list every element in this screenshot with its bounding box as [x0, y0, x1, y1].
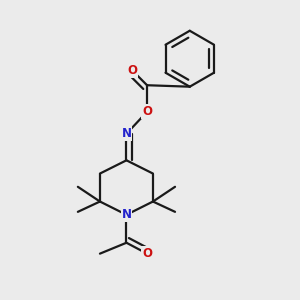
Text: O: O — [127, 64, 137, 77]
Text: N: N — [122, 127, 131, 140]
Text: N: N — [122, 208, 131, 221]
Text: O: O — [142, 247, 152, 260]
Text: O: O — [142, 105, 152, 118]
